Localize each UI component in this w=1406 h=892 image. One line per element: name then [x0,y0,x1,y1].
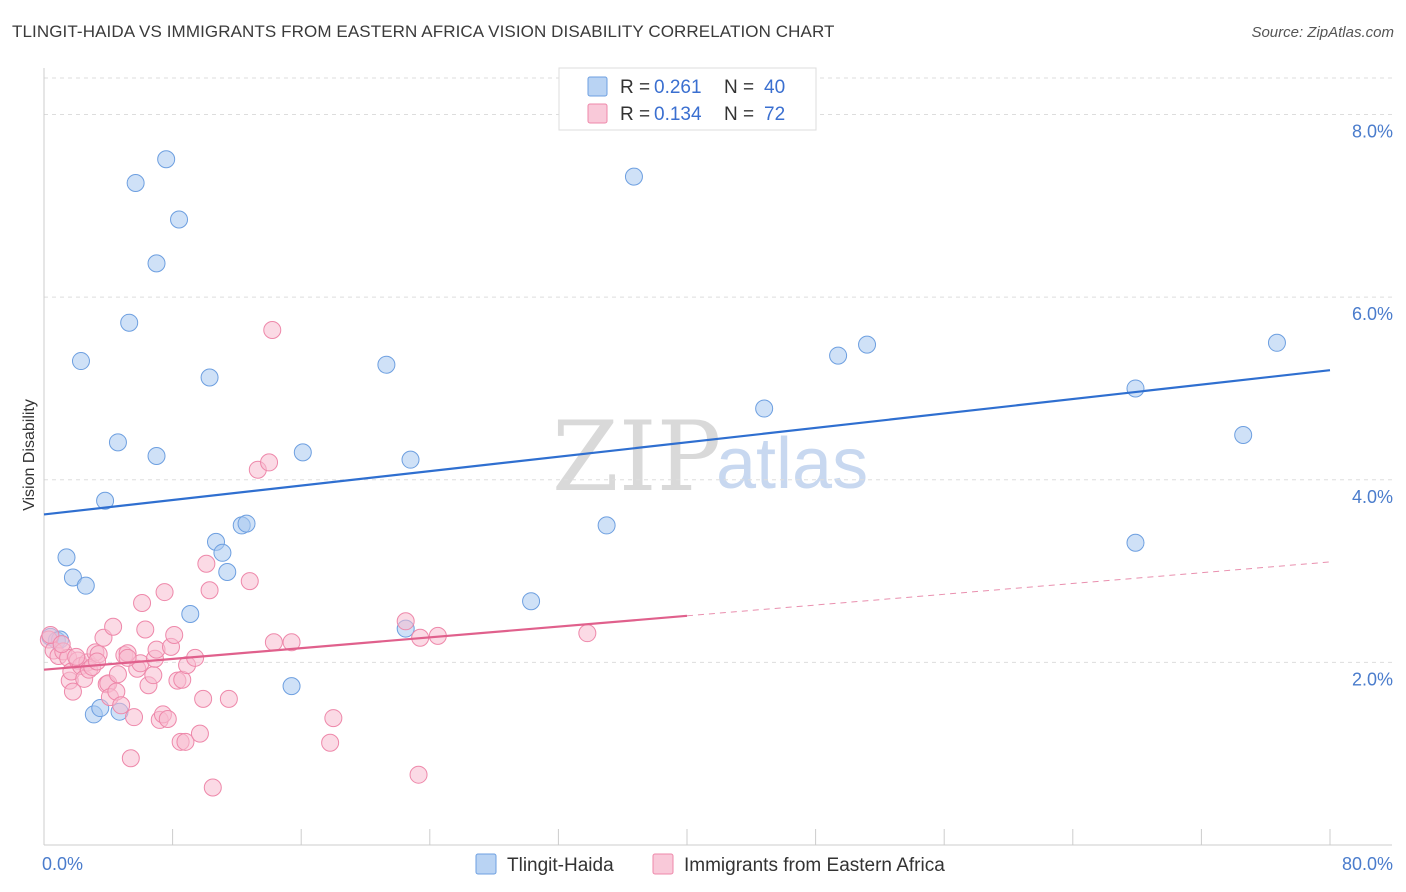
data-point [264,633,283,652]
data-point [200,368,219,387]
legend-n-value: 40 [764,77,785,98]
data-point [260,453,279,472]
data-point [165,625,184,644]
legend-swatch [587,76,608,97]
data-point [578,624,597,643]
data-point [624,167,643,186]
data-point [829,346,848,365]
legend-r-value: 0.261 [654,77,702,98]
data-point [155,583,174,602]
data-point [120,313,139,332]
data-point [263,321,282,340]
data-point [377,355,396,374]
data-point [1234,426,1253,445]
data-point [121,749,140,768]
data-point [190,724,209,743]
data-point [858,335,877,354]
data-point [597,516,616,535]
data-point [158,709,177,728]
data-point [170,210,189,229]
data-point [218,562,237,581]
data-point [219,689,238,708]
legend-swatch [587,103,608,124]
data-point [176,732,195,751]
data-point [157,150,176,169]
data-point [104,617,123,636]
legend-r-label: R = [620,77,650,98]
bottom-legend-label: Immigrants from Eastern Africa [684,855,945,876]
y-tick-label: 6.0% [1352,304,1393,324]
data-point [282,633,301,652]
source-label: Source: ZipAtlas.com [1251,24,1394,41]
data-point [96,491,115,510]
legend-r-label: R = [620,104,650,125]
legend: R = 0.261 N = 40 R = 0.134 N = 72 [558,67,817,131]
data-point [409,765,428,784]
bottom-legend-label: Tlingit-Haida [507,855,614,876]
y-tick-label: 2.0% [1352,669,1393,689]
data-point [108,433,127,452]
data-point [133,594,152,613]
y-axis-title: Vision Disability [21,399,38,511]
data-point [71,352,90,371]
bottom-legend-swatch [652,853,674,875]
data-point [401,450,420,469]
bottom-legend: Tlingit-Haida Immigrants from Eastern Afr… [475,853,945,876]
data-point [203,778,222,797]
x-tick-label: 0.0% [42,854,83,874]
data-point [321,733,340,752]
data-point [147,447,166,466]
series-1 [39,321,597,797]
data-point [126,174,145,193]
data-point [108,665,127,684]
data-point [112,696,131,715]
data-point [282,677,301,696]
data-point [522,592,541,611]
data-point [136,620,155,639]
bottom-legend-swatch [475,853,497,875]
data-point [293,443,312,462]
series-0 [41,150,1286,724]
data-point [147,254,166,273]
data-point [88,652,107,671]
data-point [213,543,232,562]
chart-title: TLINGIT-HAIDA VS IMMIGRANTS FROM EASTERN… [12,22,835,41]
legend-r-value: 0.134 [654,104,702,125]
data-point [67,647,86,666]
legend-n-label: N = [724,104,754,125]
data-point [1126,379,1145,398]
data-point [63,682,82,701]
data-point [57,548,76,567]
data-point [396,612,415,631]
data-point [76,576,95,595]
data-point [144,666,163,685]
data-point [194,689,213,708]
trend-line-0 [43,369,1331,516]
data-point [1267,333,1286,352]
trend-line-extension-1 [686,561,1331,617]
data-point [237,514,256,533]
data-point [324,709,343,728]
trend-line-1 [43,614,688,671]
data-point [125,708,144,727]
data-point [200,581,219,600]
data-point [240,572,259,591]
legend-n-label: N = [724,77,754,98]
y-tick-label: 4.0% [1352,487,1393,507]
data-point [197,554,216,573]
data-point [181,604,200,623]
y-tick-label: 8.0% [1352,122,1393,142]
data-point [63,568,82,587]
legend-n-value: 72 [764,104,785,125]
x-tick-label: 80.0% [1342,854,1393,874]
data-point [52,635,71,654]
data-point [1126,533,1145,552]
data-point [755,399,774,418]
watermark-zip: ZIP [552,401,721,513]
